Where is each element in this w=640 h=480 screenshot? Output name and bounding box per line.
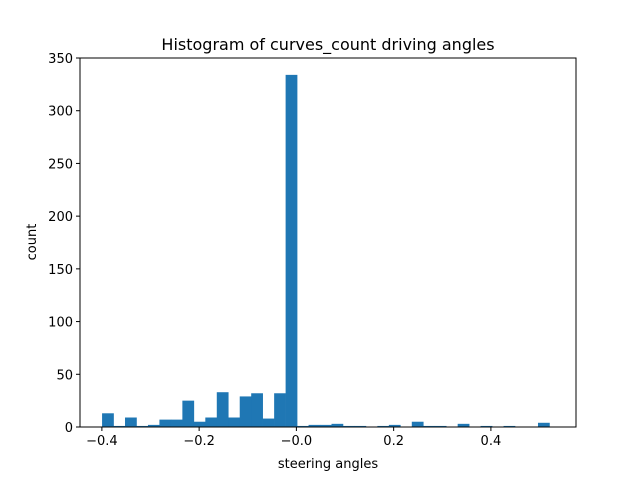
histogram-bar xyxy=(159,419,172,427)
x-tick-label: 0.2 xyxy=(383,434,404,449)
histogram-bar xyxy=(251,393,263,427)
histogram-bar xyxy=(285,74,298,428)
histogram-bar xyxy=(537,422,550,427)
y-tick-label: 100 xyxy=(48,316,73,331)
x-tick-label: −0.4 xyxy=(86,434,118,449)
histogram-bar xyxy=(205,417,218,427)
histogram-bar xyxy=(320,424,332,427)
y-axis-label: count xyxy=(25,224,40,261)
y-tick-label: 0 xyxy=(65,421,73,436)
histogram-bar xyxy=(274,393,286,427)
histogram-bar xyxy=(297,425,309,427)
histogram-bar xyxy=(457,423,470,427)
histogram-bar xyxy=(480,425,493,427)
histogram-bar xyxy=(388,424,401,427)
y-tick-label: 150 xyxy=(48,263,73,278)
histogram-bar xyxy=(377,425,390,427)
histogram-bar xyxy=(434,425,447,427)
histogram-bar xyxy=(102,413,114,427)
histogram-bar xyxy=(228,417,241,427)
histogram-bars xyxy=(102,74,550,428)
histogram-bar xyxy=(423,425,436,427)
histogram-bar xyxy=(136,425,149,427)
y-tick-label: 250 xyxy=(48,157,73,172)
x-axis-label: steering angles xyxy=(278,457,379,472)
histogram-bar xyxy=(193,421,206,427)
y-tick-label: 200 xyxy=(48,210,73,225)
histogram-bar xyxy=(331,423,344,427)
histogram-bar xyxy=(262,418,275,427)
chart-title: Histogram of curves_count driving angles xyxy=(161,35,494,55)
histogram-bar xyxy=(170,419,183,427)
histogram-bar xyxy=(125,417,137,427)
axes-frame xyxy=(79,57,577,428)
histogram-bar xyxy=(216,392,229,427)
histogram-bar xyxy=(503,425,516,427)
histogram-bar xyxy=(411,421,424,427)
y-tick-label: 300 xyxy=(48,105,73,120)
x-tick-label: 0.4 xyxy=(481,434,502,449)
y-axis-ticks: 0 50 100 150 200 250 300 350 xyxy=(48,52,80,436)
y-tick-label: 350 xyxy=(48,52,73,67)
histogram-bar xyxy=(308,424,321,427)
histogram-bar xyxy=(147,424,160,427)
y-tick-label: 50 xyxy=(56,368,73,383)
histogram-bar xyxy=(113,425,126,427)
histogram-bar xyxy=(342,425,355,427)
histogram-bar xyxy=(182,400,195,427)
x-axis-ticks: −0.4 −0.2 −0.0 0.2 0.4 xyxy=(86,427,501,449)
histogram-bar xyxy=(354,425,367,427)
x-tick-label: −0.2 xyxy=(183,434,215,449)
x-tick-label: −0.0 xyxy=(281,434,313,449)
histogram-bar xyxy=(239,396,252,427)
